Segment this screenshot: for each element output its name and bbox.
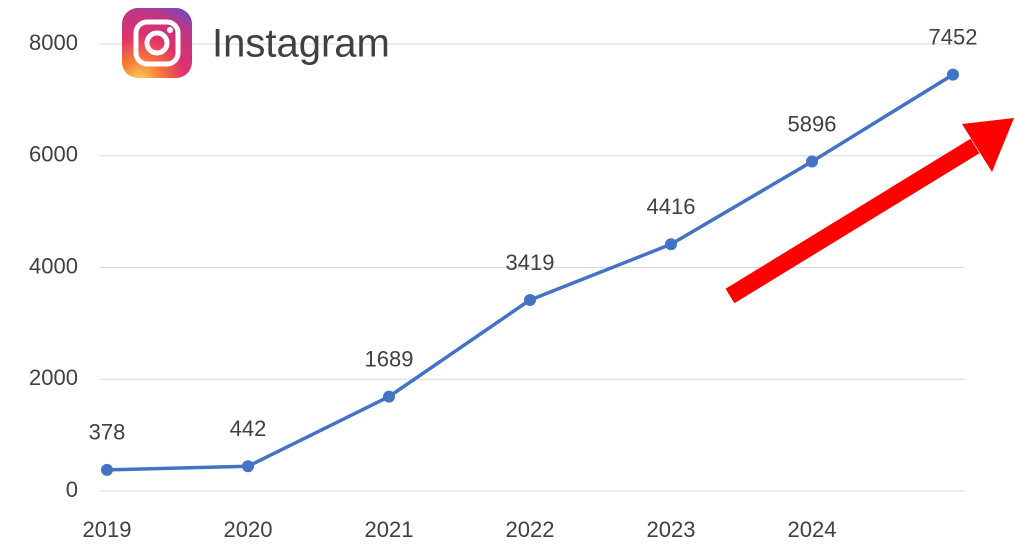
data-point — [947, 68, 959, 81]
data-point — [242, 460, 254, 473]
data-label: 3419 — [506, 250, 555, 275]
data-point — [665, 238, 677, 251]
x-tick-label: 2021 — [365, 517, 414, 542]
y-tick-label: 0 — [66, 477, 78, 502]
data-label: 4416 — [647, 194, 696, 219]
data-label: 378 — [89, 420, 126, 445]
chart-title: Instagram — [212, 22, 390, 66]
y-tick-label: 4000 — [29, 253, 78, 278]
x-tick-label: 2024 — [788, 517, 837, 542]
instagram-icon — [122, 8, 192, 78]
y-tick-label: 6000 — [29, 142, 78, 167]
data-point — [101, 463, 113, 476]
x-tick-label: 2023 — [647, 517, 696, 542]
data-label: 1689 — [365, 346, 414, 371]
x-tick-label: 2019 — [83, 517, 132, 542]
data-point — [383, 390, 395, 403]
x-tick-label: 2022 — [506, 517, 555, 542]
data-label: 442 — [230, 416, 267, 441]
x-tick-label: 2020 — [224, 517, 273, 542]
data-label: 5896 — [788, 111, 837, 136]
data-point — [524, 293, 536, 306]
y-tick-label: 8000 — [29, 30, 78, 55]
data-point — [806, 155, 818, 168]
data-label: 7452 — [929, 24, 978, 49]
trend-arrow — [725, 118, 1014, 304]
y-tick-label: 2000 — [29, 365, 78, 390]
